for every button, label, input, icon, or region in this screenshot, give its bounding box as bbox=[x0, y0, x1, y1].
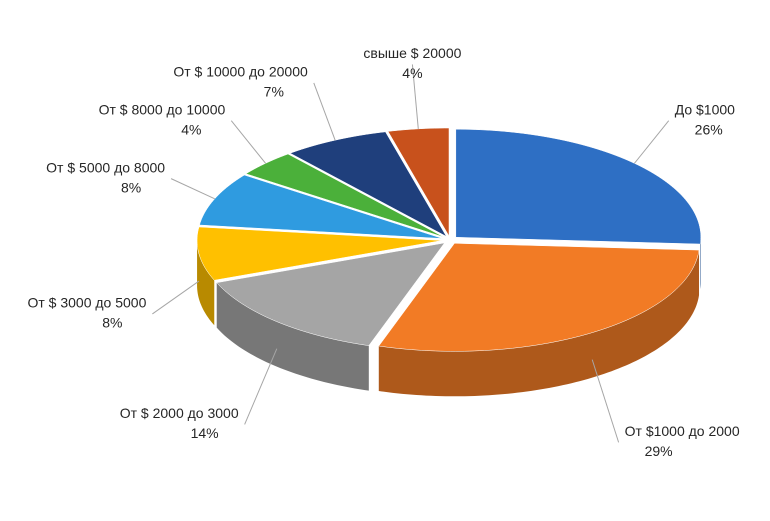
category-label: От $ 3000 до 5000 bbox=[27, 295, 146, 311]
value-label: 26% bbox=[695, 121, 723, 137]
slice bbox=[245, 153, 445, 238]
labels: До $1000 26% От $1000 до 2000 29% От $ 2000 … bbox=[27, 45, 739, 459]
value-label: 4% bbox=[402, 65, 422, 81]
value-label: 8% bbox=[102, 315, 122, 331]
value-label: 7% bbox=[264, 84, 284, 100]
value-label: 29% bbox=[645, 443, 673, 459]
category-label: От $ 2000 до 3000 bbox=[120, 405, 239, 421]
slice bbox=[216, 242, 446, 346]
slice bbox=[196, 226, 443, 281]
pie-tops bbox=[196, 127, 702, 352]
slice-side bbox=[378, 250, 700, 397]
value-label: 8% bbox=[121, 179, 141, 195]
leader-line bbox=[170, 178, 215, 200]
leader-line bbox=[313, 82, 336, 141]
leader-line bbox=[230, 120, 266, 164]
slice bbox=[199, 174, 443, 239]
category-label: свыше $ 20000 bbox=[363, 45, 461, 61]
leader-line bbox=[244, 348, 278, 425]
leader-line bbox=[634, 120, 670, 164]
value-label: 4% bbox=[181, 121, 201, 137]
slice-side bbox=[216, 282, 369, 391]
category-label: От $ 10000 до 20000 bbox=[173, 64, 308, 80]
slice bbox=[378, 243, 700, 352]
category-label: От $1000 до 2000 bbox=[625, 423, 740, 439]
slice bbox=[387, 127, 450, 237]
pie-sides bbox=[197, 237, 701, 397]
slice bbox=[455, 129, 702, 245]
value-label: 14% bbox=[191, 425, 219, 441]
slice-side bbox=[197, 240, 215, 326]
category-label: До $1000 bbox=[675, 101, 735, 117]
leader-line bbox=[411, 64, 419, 129]
category-label: От $ 5000 до 8000 bbox=[46, 159, 165, 175]
category-label: От $ 8000 до 10000 bbox=[99, 101, 226, 117]
leader-line bbox=[152, 280, 200, 315]
leader-line bbox=[591, 359, 620, 443]
